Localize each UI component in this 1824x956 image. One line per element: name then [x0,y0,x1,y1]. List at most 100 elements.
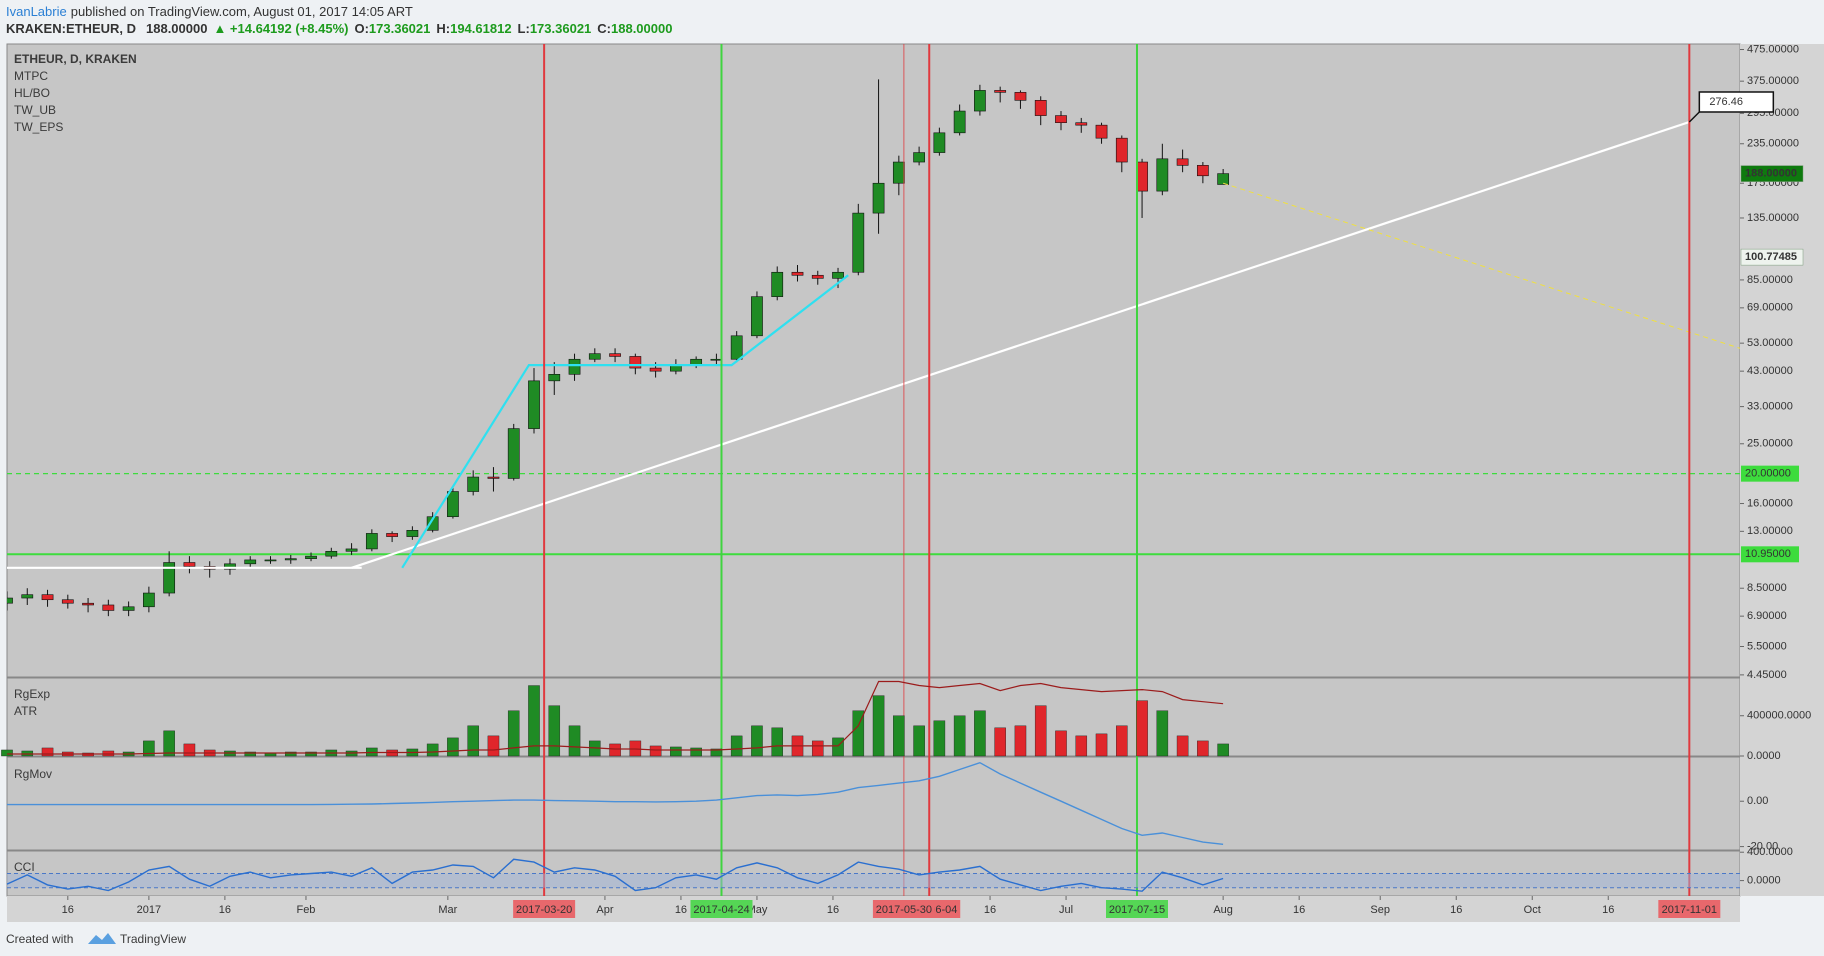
y-tick-label: 16.00000 [1747,497,1793,509]
candle-body [21,594,34,599]
volume-bar [487,735,500,757]
volume-bar [1136,700,1148,757]
candle-body [1095,124,1108,139]
y-tick-label: 8.50000 [1747,582,1787,594]
y-tick-label: 43.00000 [1747,365,1793,377]
cci-band [7,873,1740,888]
candle-body [568,358,581,375]
candle-body [791,271,804,276]
candle-body [771,271,784,297]
high-label: H: [436,21,450,36]
trend-line [401,274,849,569]
candle-body [7,597,13,604]
candle-body [751,296,763,337]
trend-line [1222,182,1740,349]
low: 173.36021 [530,21,591,36]
callout-box [1698,91,1775,113]
candle-body [1115,137,1128,163]
volume-bar [1116,725,1128,757]
candle-body [609,353,621,357]
published: published on TradingView.com, August 01,… [71,4,413,19]
author[interactable]: IvanLabrie [6,4,67,19]
x-tick-label: 16 [62,904,74,916]
series-name: ATR [14,704,37,718]
volume-bar [1197,740,1209,757]
main-title: ETHEUR, D, KRAKEN [14,52,137,66]
x-tick-label: 16 [1602,904,1614,916]
x-tick-label: Apr [596,904,613,916]
pane-title: CCI [14,860,35,874]
candle-body [892,161,905,184]
x-tick-label: Aug [1213,904,1233,916]
level-label-box [1741,465,1799,482]
volume-bar [1075,735,1088,757]
date-label: 2017-07-15 [1109,904,1165,916]
volume-bar [284,751,297,757]
indicator-name: HL/BO [14,86,50,100]
volume-bar [548,705,561,757]
y-tick-label: 6.90000 [1747,610,1787,622]
candle-body [61,599,74,604]
rgmov-pane [6,756,1741,851]
volume-bar [933,720,946,757]
volume-bar [670,746,682,757]
candle-body [345,548,358,552]
main-pane [6,43,1741,678]
date-label: 2017-11-01 [1662,904,1717,916]
candle-body [1014,92,1027,101]
volume-bar [690,747,702,757]
y-tick-label: -20.00 [1747,841,1778,853]
y-tick-label: 400.0000 [1747,846,1793,858]
volume-bar [568,725,581,757]
logo [88,933,116,944]
candle-body [325,550,338,557]
indicator-line [6,858,1224,892]
candle-body [224,563,236,570]
x-tick-label: Sep [1370,904,1390,916]
volume-bar [305,751,317,757]
volume-bar [751,725,763,757]
candle-body [284,558,297,561]
x-tick-label: Mar [438,904,457,916]
candle-body [102,604,115,611]
x-tick-label: 16 [675,904,687,916]
change: ▲ +14.64192 (+8.45%) [213,21,348,36]
candle-body [1156,158,1169,192]
candle-body [1034,100,1047,116]
price-label: 100.77485 [1745,251,1797,263]
level-label: 10.95000 [1745,548,1791,560]
open: 173.36021 [369,21,430,36]
candle-body [386,533,398,537]
symbol-line: KRAKEN:ETHEUR, D 188.00000 ▲ +14.64192 (+8… [6,21,672,36]
candle-body [122,606,135,611]
volume-bar [730,735,743,757]
candle-body [832,271,844,279]
candle-body [183,562,196,567]
candle-body [163,562,176,594]
x-tick-label: Oct [1524,904,1541,916]
symbol: KRAKEN:ETHEUR, D [6,21,136,36]
footer-created: Created with [6,932,73,946]
x-tick-label: 2017 [137,904,161,916]
volume-bar [710,748,723,757]
indicator-name: MTPC [14,69,48,83]
atr-line [7,680,1224,755]
volume-bar [811,740,824,757]
candle-body [1055,115,1067,124]
y-tick-label: 135.00000 [1747,212,1799,224]
footer-brand[interactable]: TradingView [120,932,186,946]
x-tick-label: 16 [219,904,231,916]
candle-body [82,602,94,606]
candle-body [528,380,540,429]
candle-body [953,110,966,134]
candle-body [1196,165,1209,177]
x-tick-label: 16 [984,904,996,916]
volume-bar [852,710,865,757]
volume-bar [913,725,925,757]
volume-bar [994,727,1006,757]
indicator-line [7,761,1224,845]
volume-bar [41,747,54,757]
date-label-box [872,900,935,918]
close: 188.00000 [611,21,672,36]
